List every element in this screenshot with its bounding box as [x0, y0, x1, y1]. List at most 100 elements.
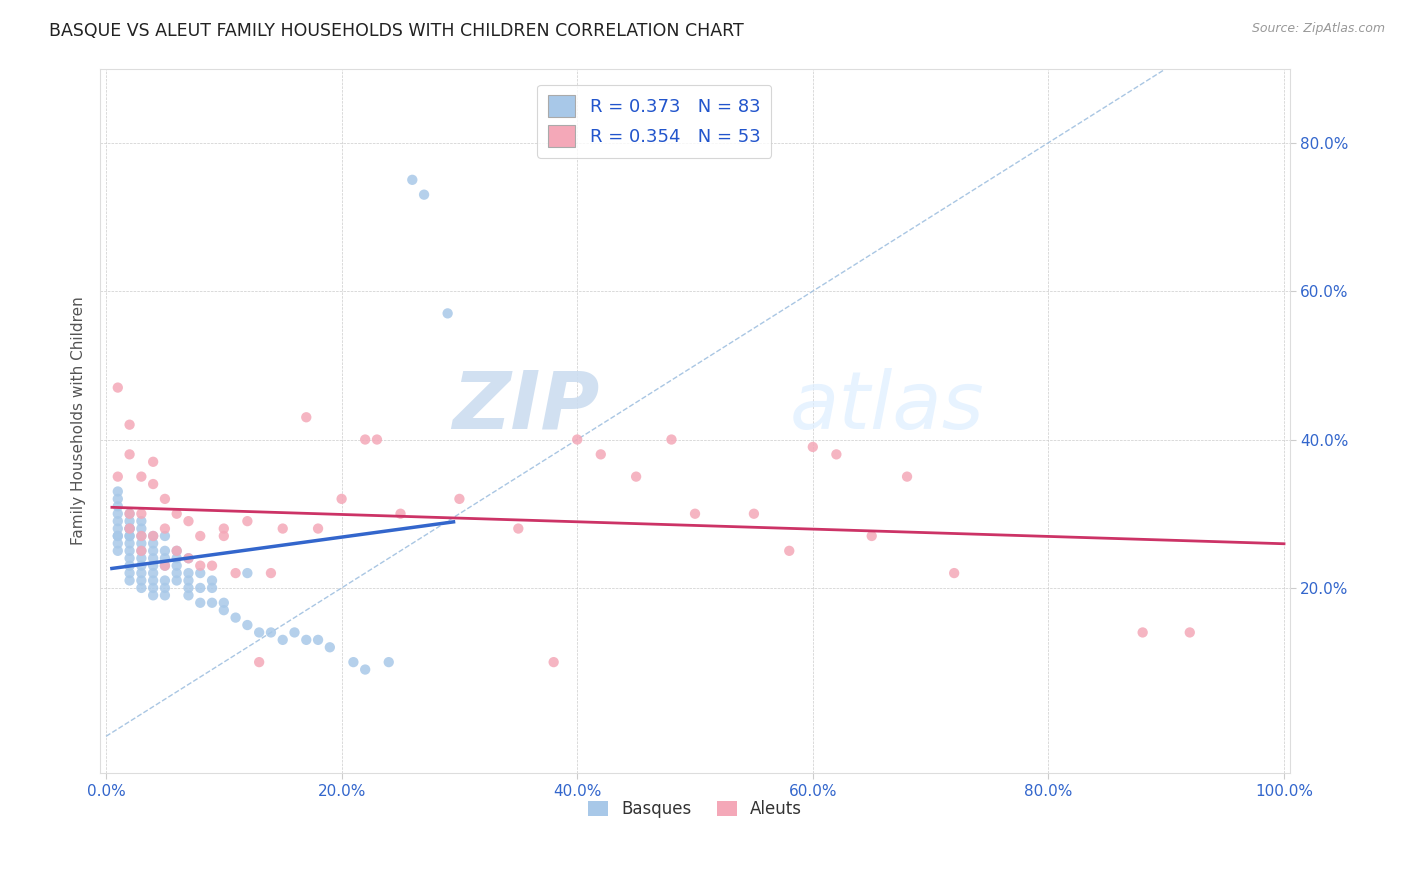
- Point: [107, 507, 129, 521]
- Point: [177, 566, 200, 580]
- Text: ZIP: ZIP: [453, 368, 600, 446]
- Point: [131, 514, 153, 528]
- Point: [201, 596, 224, 610]
- Point: [107, 544, 129, 558]
- Point: [118, 558, 141, 573]
- Point: [225, 566, 247, 580]
- Point: [225, 610, 247, 624]
- Point: [508, 522, 530, 536]
- Point: [260, 625, 283, 640]
- Text: Source: ZipAtlas.com: Source: ZipAtlas.com: [1251, 22, 1385, 36]
- Point: [778, 544, 800, 558]
- Point: [389, 507, 412, 521]
- Point: [366, 433, 388, 447]
- Point: [142, 588, 165, 602]
- Point: [271, 522, 294, 536]
- Point: [107, 491, 129, 506]
- Point: [107, 514, 129, 528]
- Text: BASQUE VS ALEUT FAMILY HOUSEHOLDS WITH CHILDREN CORRELATION CHART: BASQUE VS ALEUT FAMILY HOUSEHOLDS WITH C…: [49, 22, 744, 40]
- Point: [319, 640, 342, 655]
- Point: [131, 507, 153, 521]
- Point: [377, 655, 399, 669]
- Point: [177, 588, 200, 602]
- Point: [107, 484, 129, 499]
- Point: [943, 566, 966, 580]
- Point: [142, 574, 165, 588]
- Point: [236, 514, 259, 528]
- Point: [188, 529, 211, 543]
- Point: [118, 522, 141, 536]
- Point: [107, 522, 129, 536]
- Point: [177, 514, 200, 528]
- Point: [247, 655, 270, 669]
- Point: [307, 522, 329, 536]
- Point: [166, 566, 188, 580]
- Point: [236, 618, 259, 632]
- Point: [131, 529, 153, 543]
- Point: [177, 551, 200, 566]
- Legend: Basques, Aleuts: Basques, Aleuts: [582, 794, 808, 825]
- Point: [212, 596, 235, 610]
- Point: [131, 544, 153, 558]
- Point: [118, 536, 141, 550]
- Point: [118, 574, 141, 588]
- Point: [142, 544, 165, 558]
- Point: [153, 522, 176, 536]
- Point: [153, 544, 176, 558]
- Point: [142, 558, 165, 573]
- Point: [543, 655, 565, 669]
- Point: [118, 522, 141, 536]
- Point: [295, 410, 318, 425]
- Point: [295, 632, 318, 647]
- Point: [142, 455, 165, 469]
- Point: [107, 536, 129, 550]
- Point: [896, 469, 918, 483]
- Point: [131, 529, 153, 543]
- Point: [153, 491, 176, 506]
- Point: [153, 588, 176, 602]
- Point: [742, 507, 765, 521]
- Point: [201, 574, 224, 588]
- Point: [283, 625, 305, 640]
- Point: [212, 603, 235, 617]
- Point: [131, 522, 153, 536]
- Point: [131, 558, 153, 573]
- Point: [449, 491, 471, 506]
- Point: [307, 632, 329, 647]
- Point: [118, 507, 141, 521]
- Point: [131, 566, 153, 580]
- Point: [153, 529, 176, 543]
- Point: [825, 447, 848, 461]
- Point: [153, 558, 176, 573]
- Point: [131, 469, 153, 483]
- Point: [131, 536, 153, 550]
- Point: [142, 477, 165, 491]
- Point: [118, 551, 141, 566]
- Point: [166, 544, 188, 558]
- Point: [624, 469, 647, 483]
- Point: [401, 173, 423, 187]
- Point: [142, 536, 165, 550]
- Point: [342, 655, 364, 669]
- Point: [118, 522, 141, 536]
- Point: [177, 574, 200, 588]
- Point: [860, 529, 883, 543]
- Point: [683, 507, 706, 521]
- Point: [142, 581, 165, 595]
- Point: [661, 433, 683, 447]
- Point: [260, 566, 283, 580]
- Point: [413, 187, 436, 202]
- Point: [153, 551, 176, 566]
- Point: [142, 566, 165, 580]
- Point: [107, 469, 129, 483]
- Point: [166, 551, 188, 566]
- Point: [166, 544, 188, 558]
- Point: [201, 581, 224, 595]
- Point: [131, 544, 153, 558]
- Point: [153, 558, 176, 573]
- Point: [247, 625, 270, 640]
- Point: [118, 507, 141, 521]
- Point: [801, 440, 824, 454]
- Text: atlas: atlas: [790, 368, 986, 446]
- Point: [201, 558, 224, 573]
